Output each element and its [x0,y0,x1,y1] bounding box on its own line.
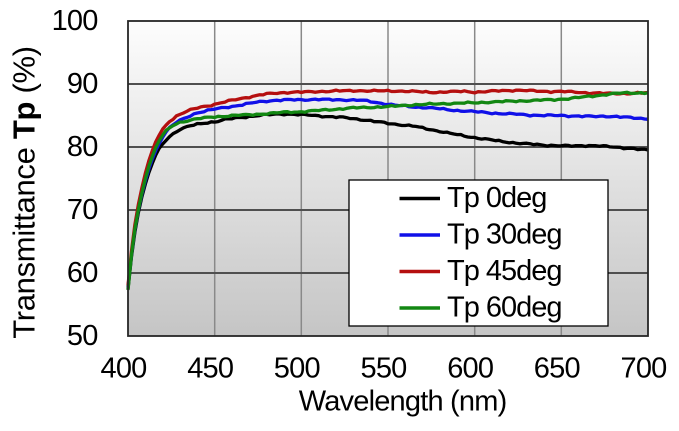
svg-text:50: 50 [67,320,98,352]
svg-text:60: 60 [67,257,98,289]
svg-text:100: 100 [52,5,98,37]
svg-text:650: 650 [534,353,580,385]
svg-text:Transmittance Tp (%): Transmittance Tp (%) [7,46,42,339]
svg-text:70: 70 [67,194,98,226]
svg-text:400: 400 [101,353,147,385]
svg-text:90: 90 [67,68,98,100]
svg-text:500: 500 [274,353,320,385]
svg-text:Tp 0deg: Tp 0deg [447,182,546,214]
svg-text:550: 550 [361,353,407,385]
svg-text:80: 80 [67,131,98,163]
svg-text:450: 450 [187,353,233,385]
svg-text:Tp 45deg: Tp 45deg [447,255,562,287]
svg-text:600: 600 [447,353,493,385]
svg-text:700: 700 [621,353,667,385]
svg-text:Tp 30deg: Tp 30deg [447,219,562,251]
svg-text:Tp 60deg: Tp 60deg [447,292,562,324]
svg-text:Wavelength (nm): Wavelength (nm) [299,385,507,417]
